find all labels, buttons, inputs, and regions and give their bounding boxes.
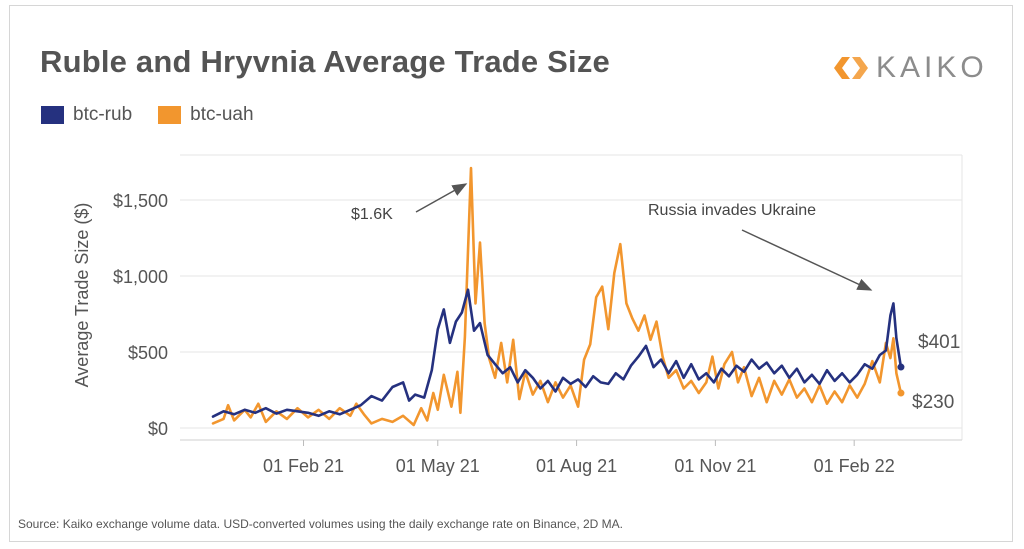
legend-swatch-btc-rub (41, 106, 64, 124)
legend-label-btc-rub: btc-rub (73, 104, 133, 125)
x-tick-label: 01 Aug 21 (536, 456, 617, 476)
annotation-peak-arrow (415, 183, 468, 213)
x-tick-label: 01 Feb 21 (263, 456, 344, 476)
source-note: Source: Kaiko exchange volume data. USD-… (18, 517, 624, 531)
kaiko-diamond-icon (834, 57, 868, 79)
legend: btc-rub btc-uah (41, 104, 280, 126)
series-line-btc-rub (211, 288, 903, 418)
x-tick-label: 01 Nov 21 (674, 456, 756, 476)
annotation-invasion-label: Russia invades Ukraine (648, 202, 816, 219)
chart-frame (9, 5, 1013, 542)
end-point-btc-rub (897, 363, 905, 371)
y-tick-label: $1,500 (113, 191, 168, 211)
x-tick-label: 01 Feb 22 (814, 456, 895, 476)
kaiko-logo: KAIKO (832, 51, 988, 85)
x-tick-label: 01 May 21 (396, 456, 480, 476)
y-tick-label: $1,000 (113, 267, 168, 287)
logo-text: KAIKO (876, 51, 988, 84)
annotation-peak-label: $1.6K (351, 206, 393, 223)
legend-item-btc-uah[interactable]: btc-uah (158, 104, 254, 126)
end-point-btc-uah (897, 389, 905, 397)
legend-item-btc-rub[interactable]: btc-rub (41, 104, 132, 126)
y-tick-label: $0 (148, 419, 168, 439)
legend-swatch-btc-uah (158, 106, 182, 124)
end-label-btc-rub: $401 (918, 332, 960, 353)
y-axis-title: Average Trade Size ($) (72, 203, 92, 388)
page-title: Ruble and Hryvnia Average Trade Size (40, 44, 610, 79)
legend-label-btc-uah: btc-uah (190, 104, 254, 125)
annotation-invasion-arrow (741, 229, 873, 291)
y-tick-label: $500 (128, 343, 168, 363)
end-label-btc-uah: $230 (912, 392, 954, 413)
